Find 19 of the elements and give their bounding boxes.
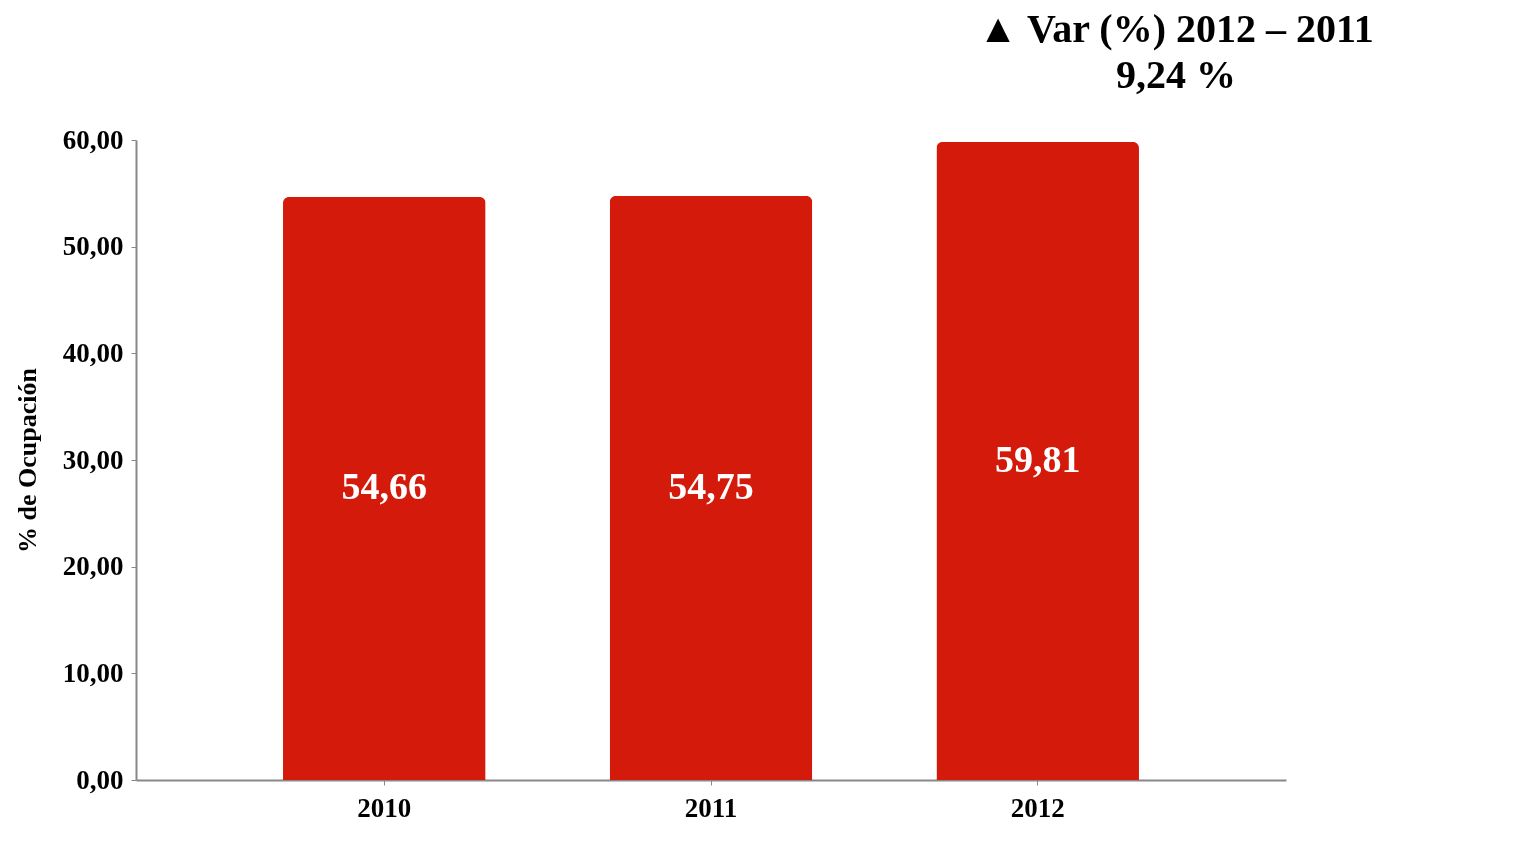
text: 9,24 %: [1116, 52, 1236, 97]
y-tick-label: 50,00: [62, 231, 124, 262]
x-tick-label: 2012: [1010, 792, 1065, 823]
y-tick-label: 30,00: [62, 444, 124, 475]
y-tick-label: 0,00: [76, 764, 124, 795]
x-tick-label: 2010: [357, 792, 412, 823]
y-tick-label: 60,00: [62, 124, 124, 155]
bar: [936, 142, 1139, 780]
y-tick-label: 40,00: [62, 337, 124, 368]
text: ▲ Var (%) 2012 – 2011: [978, 6, 1374, 51]
bar: [609, 196, 813, 780]
y-tick-label: 10,00: [62, 657, 124, 688]
x-tick-label: 2011: [684, 792, 738, 823]
y-axis-title: % de Ocupación: [12, 367, 42, 553]
data-label: 59,81: [994, 438, 1081, 481]
bar: [283, 196, 486, 780]
data-label: 54,66: [341, 465, 428, 508]
data-label: 54,75: [668, 465, 754, 507]
y-tick-label: 20,00: [62, 551, 124, 582]
